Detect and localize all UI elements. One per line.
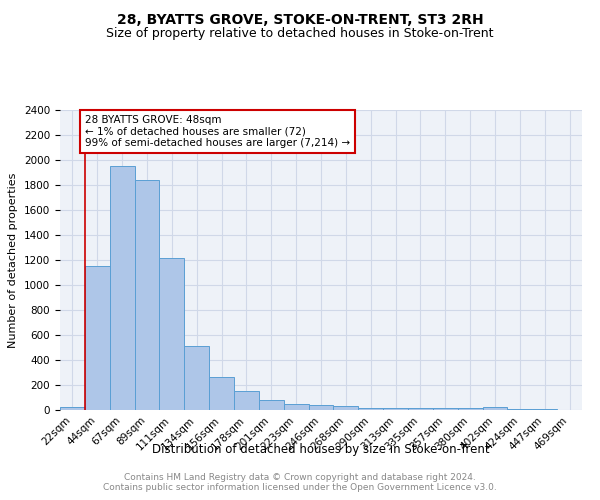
Bar [334,406,358,410]
Bar [259,400,284,410]
Bar [433,408,458,410]
Bar [383,408,408,410]
Bar [134,180,160,410]
Text: Size of property relative to detached houses in Stoke-on-Trent: Size of property relative to detached ho… [106,28,494,40]
Bar [160,258,184,410]
Bar [284,404,308,410]
Y-axis label: Number of detached properties: Number of detached properties [8,172,19,348]
Bar [408,408,433,410]
Bar [85,266,110,410]
Bar [184,346,209,410]
Bar [60,406,85,410]
Bar [482,407,508,410]
Bar [110,166,134,410]
Text: Distribution of detached houses by size in Stoke-on-Trent: Distribution of detached houses by size … [152,442,490,456]
Bar [209,377,234,410]
Text: 28, BYATTS GROVE, STOKE-ON-TRENT, ST3 2RH: 28, BYATTS GROVE, STOKE-ON-TRENT, ST3 2R… [116,12,484,26]
Text: Contains HM Land Registry data © Crown copyright and database right 2024.
Contai: Contains HM Land Registry data © Crown c… [103,472,497,492]
Bar [308,405,334,410]
Bar [358,408,383,410]
Bar [234,391,259,410]
Text: 28 BYATTS GROVE: 48sqm
← 1% of detached houses are smaller (72)
99% of semi-deta: 28 BYATTS GROVE: 48sqm ← 1% of detached … [85,115,350,148]
Bar [458,408,482,410]
